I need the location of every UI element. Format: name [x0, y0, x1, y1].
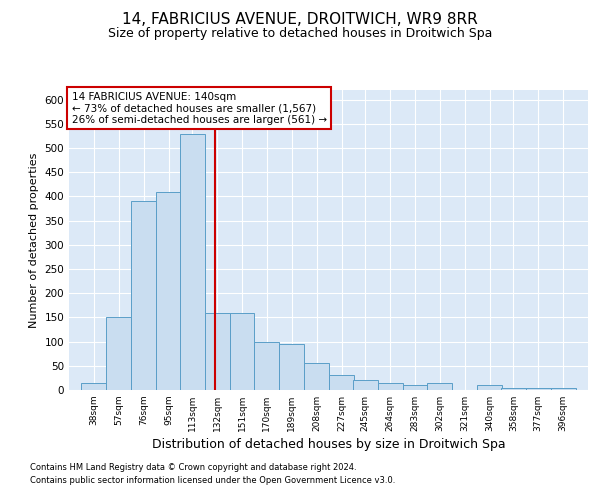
Y-axis label: Number of detached properties: Number of detached properties — [29, 152, 39, 328]
Bar — [156, 192, 181, 390]
Bar — [526, 388, 551, 390]
Bar — [230, 312, 254, 390]
Bar — [551, 388, 575, 390]
Bar — [82, 382, 106, 390]
Bar — [131, 202, 156, 390]
Text: Size of property relative to detached houses in Droitwich Spa: Size of property relative to detached ho… — [108, 28, 492, 40]
Bar — [254, 342, 280, 390]
Bar — [501, 388, 526, 390]
X-axis label: Distribution of detached houses by size in Droitwich Spa: Distribution of detached houses by size … — [152, 438, 505, 451]
Bar — [180, 134, 205, 390]
Bar — [205, 312, 230, 390]
Bar — [304, 364, 329, 390]
Text: Contains public sector information licensed under the Open Government Licence v3: Contains public sector information licen… — [30, 476, 395, 485]
Bar — [280, 344, 304, 390]
Bar — [403, 385, 427, 390]
Text: 14, FABRICIUS AVENUE, DROITWICH, WR9 8RR: 14, FABRICIUS AVENUE, DROITWICH, WR9 8RR — [122, 12, 478, 28]
Text: Contains HM Land Registry data © Crown copyright and database right 2024.: Contains HM Land Registry data © Crown c… — [30, 464, 356, 472]
Bar — [427, 382, 452, 390]
Bar — [106, 318, 131, 390]
Text: 14 FABRICIUS AVENUE: 140sqm
← 73% of detached houses are smaller (1,567)
26% of : 14 FABRICIUS AVENUE: 140sqm ← 73% of det… — [71, 92, 327, 124]
Bar — [353, 380, 377, 390]
Bar — [329, 376, 354, 390]
Bar — [477, 385, 502, 390]
Bar — [377, 382, 403, 390]
